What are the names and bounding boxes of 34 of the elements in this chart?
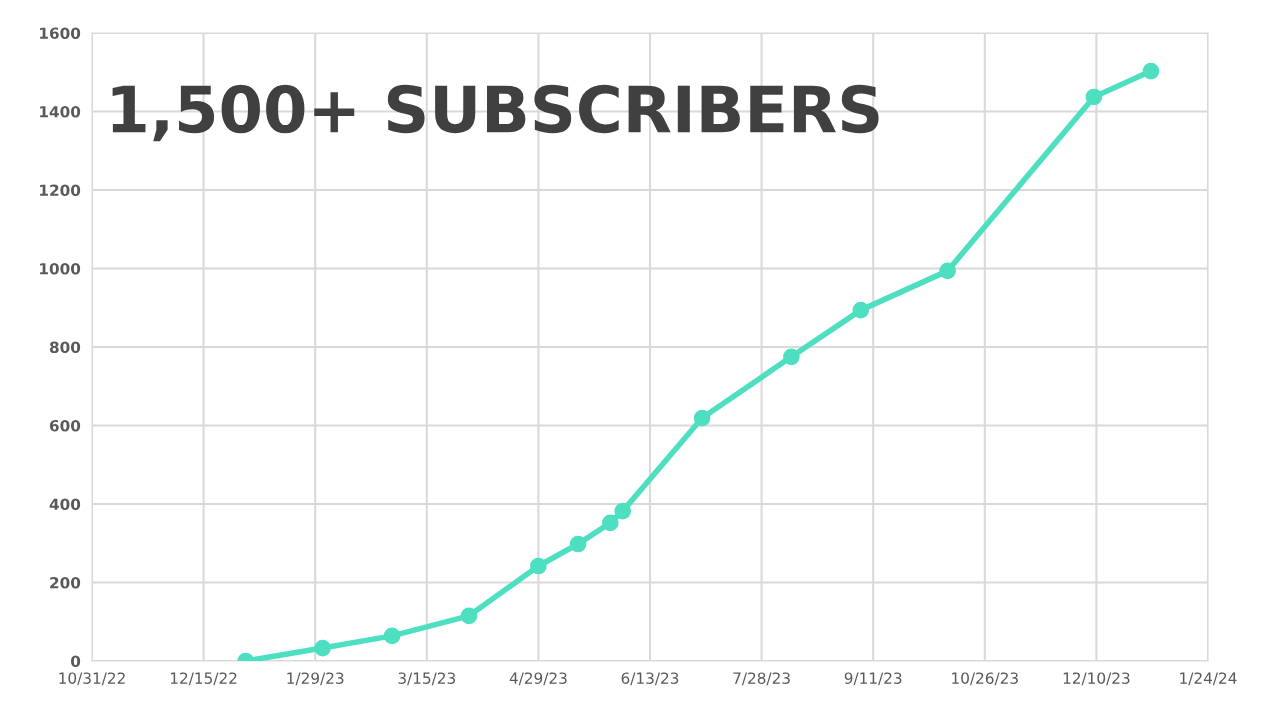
- y-tick-label: 1000: [40, 262, 81, 275]
- x-tick-label: 6/13/23: [621, 672, 679, 686]
- x-tick-label: 3/15/23: [398, 672, 456, 686]
- y-tick-label: 1200: [40, 184, 81, 197]
- point: [783, 348, 800, 366]
- point: [569, 535, 587, 553]
- point: [383, 627, 401, 645]
- point: [614, 502, 632, 520]
- y-tick-label: 600: [49, 419, 81, 432]
- point: [693, 409, 711, 427]
- point: [939, 262, 956, 280]
- x-tick-label: 9/11/23: [844, 672, 902, 686]
- y-tick-label: 1600: [40, 27, 81, 40]
- y-tick-label: 1400: [40, 105, 81, 118]
- point: [852, 301, 870, 319]
- point: [601, 514, 619, 532]
- x-tick-label: 10/26/23: [952, 672, 1018, 686]
- point: [1142, 62, 1160, 80]
- x-tick-label: 4/29/23: [509, 672, 567, 686]
- y-tick-label: 800: [49, 341, 81, 354]
- point: [460, 607, 478, 625]
- x-tick-label: 7/28/23: [733, 672, 790, 686]
- point: [314, 639, 331, 657]
- text: 1,500+ SUBSCRIBERS: [112, 84, 879, 142]
- y-tick-label: 400: [49, 498, 81, 511]
- point: [1085, 88, 1103, 106]
- point: [530, 557, 547, 575]
- x-tick-label: 10/31/22: [59, 672, 125, 686]
- x-tick-label: 1/24/24: [1180, 672, 1237, 686]
- y-tick-label: 0: [70, 655, 81, 668]
- x-tick-label: 12/15/22: [170, 672, 237, 686]
- x-tick-label: 12/10/23: [1063, 672, 1130, 686]
- y-tick-label: 200: [50, 576, 81, 589]
- x-tick-label: 1/29/23: [287, 672, 344, 686]
